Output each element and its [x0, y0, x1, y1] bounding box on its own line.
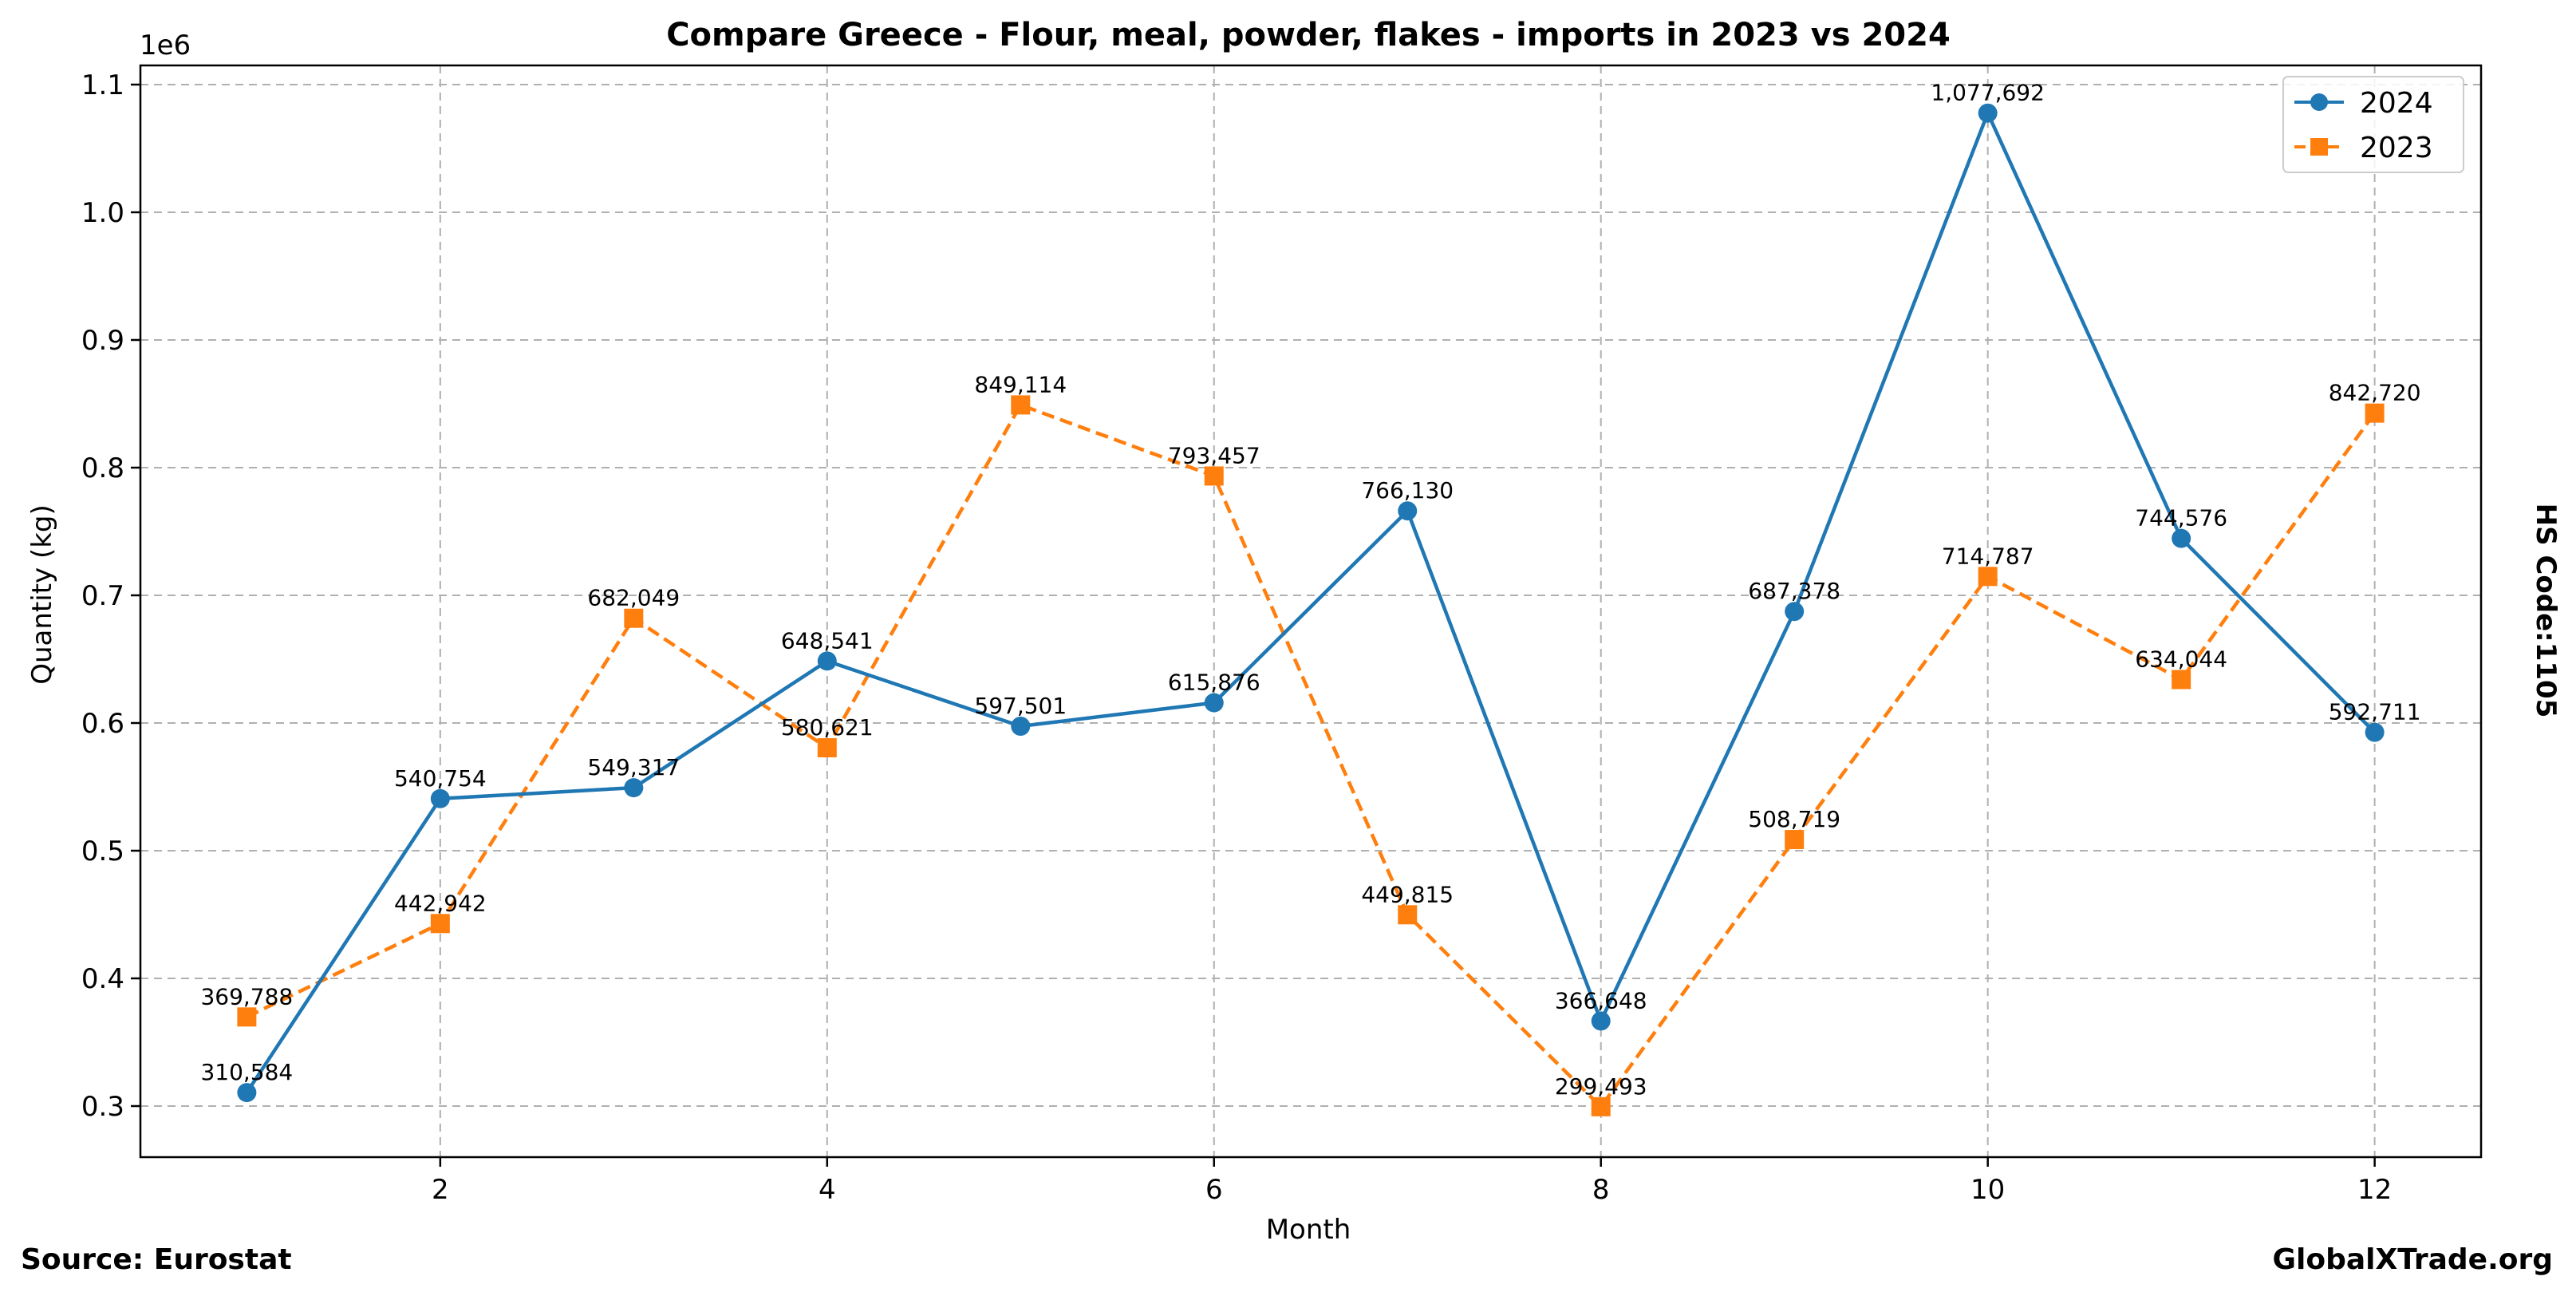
data-label-2024: 592,711 — [2329, 699, 2421, 725]
y-tick-label: 0.7 — [81, 580, 124, 612]
data-label-2023: 793,457 — [1168, 442, 1260, 468]
data-label-2023: 449,815 — [1361, 881, 1454, 907]
y-tick-label: 0.4 — [81, 963, 124, 995]
point-2023 — [237, 1007, 257, 1027]
y-tick-label: 1.0 — [81, 197, 124, 229]
point-2024 — [1978, 103, 1998, 123]
legend-marker-2024 — [2310, 93, 2328, 111]
data-label-2023: 508,719 — [1748, 806, 1840, 832]
x-axis-label: Month — [1266, 1214, 1351, 1246]
y-tick-label: 0.5 — [81, 836, 124, 867]
legend-marker-2023 — [2310, 138, 2328, 156]
series-line-2023 — [246, 403, 2377, 1109]
legend: 2024 2023 — [2282, 76, 2464, 173]
data-label-2024: 744,576 — [2135, 505, 2227, 531]
y-tick-label: 0.8 — [81, 452, 124, 484]
point-2024 — [624, 778, 644, 798]
point-2024 — [1591, 1011, 1611, 1031]
data-label-2024: 310,584 — [200, 1059, 293, 1085]
point-2024 — [2172, 528, 2191, 548]
point-2024 — [237, 1083, 257, 1103]
data-label-2023: 842,720 — [2329, 380, 2421, 406]
point-2024 — [1204, 693, 1224, 713]
axis-ticks: 2 4 6 8 10 12 0.3 0.4 0.5 0.6 0.7 0.8 0.9 1.0 1.1 — [81, 69, 2392, 1206]
data-label-2023: 849,114 — [974, 371, 1067, 397]
x-tick-label: 10 — [1970, 1174, 2005, 1206]
point-2023 — [624, 608, 644, 628]
legend-label-2023: 2023 — [2360, 132, 2433, 164]
point-2023 — [1011, 395, 1031, 415]
data-label-2024: 1,077,692 — [1931, 80, 2045, 106]
data-label-2024: 540,754 — [394, 765, 487, 792]
x-tick-label: 2 — [432, 1174, 449, 1206]
brand-label: GlobalXTrade.org — [2272, 1243, 2553, 1276]
grid — [140, 65, 2481, 1157]
y-tick-label: 0.3 — [81, 1091, 124, 1123]
y-tick-label: 0.9 — [81, 325, 124, 357]
point-2023 — [1398, 905, 1418, 925]
data-label-2024: 597,501 — [974, 693, 1067, 719]
data-label-2024: 687,378 — [1748, 578, 1840, 604]
series-layer — [237, 103, 2385, 1116]
data-labels: 369,788 442,942 682,049 580,621 849,114 793,4… — [200, 80, 2420, 1100]
y-tick-label: 1.1 — [81, 69, 124, 101]
legend-label-2024: 2024 — [2360, 87, 2433, 120]
data-label-2023: 580,621 — [781, 714, 874, 741]
series-line-2024 — [245, 111, 2377, 1094]
point-2024 — [1011, 716, 1031, 736]
point-2024 — [430, 788, 450, 808]
data-label-2023: 682,049 — [587, 585, 680, 611]
plot-frame — [139, 64, 2483, 1159]
data-label-2023: 299,493 — [1555, 1073, 1647, 1100]
point-2023 — [2172, 670, 2191, 689]
point-2024 — [2365, 722, 2385, 742]
point-2023 — [817, 738, 837, 758]
data-label-2024: 549,317 — [587, 754, 680, 780]
point-2023 — [2365, 403, 2385, 423]
data-label-2023: 442,942 — [394, 890, 487, 916]
point-2024 — [817, 651, 837, 671]
data-label-2024: 648,541 — [781, 627, 874, 654]
data-label-2023: 714,787 — [1942, 543, 2034, 569]
y-tick-label: 0.6 — [81, 708, 124, 740]
point-2023 — [1591, 1096, 1611, 1116]
point-2023 — [1785, 830, 1805, 850]
point-2023 — [430, 914, 450, 934]
x-tick-label: 8 — [1592, 1174, 1610, 1206]
x-tick-label: 12 — [2357, 1174, 2392, 1206]
hs-code-label: HS Code:1105 — [2530, 504, 2562, 718]
data-label-2023: 369,788 — [200, 983, 293, 1010]
x-tick-label: 4 — [819, 1174, 836, 1206]
point-2023 — [1204, 466, 1224, 486]
data-label-2024: 766,130 — [1361, 477, 1454, 504]
y-axis-label: Quantity (kg) — [26, 504, 58, 685]
point-2024 — [1785, 602, 1805, 622]
chart-title: Compare Greece - Flour, meal, powder, fl… — [666, 17, 1951, 53]
data-label-2024: 366,648 — [1555, 987, 1647, 1013]
y-axis-offset-label: 1e6 — [140, 30, 191, 61]
source-label: Source: Eurostat — [21, 1243, 292, 1276]
point-2023 — [1978, 567, 1998, 587]
data-label-2023: 634,044 — [2135, 646, 2227, 673]
point-2024 — [1398, 501, 1418, 521]
data-label-2024: 615,876 — [1168, 670, 1260, 696]
x-tick-label: 6 — [1205, 1174, 1223, 1206]
